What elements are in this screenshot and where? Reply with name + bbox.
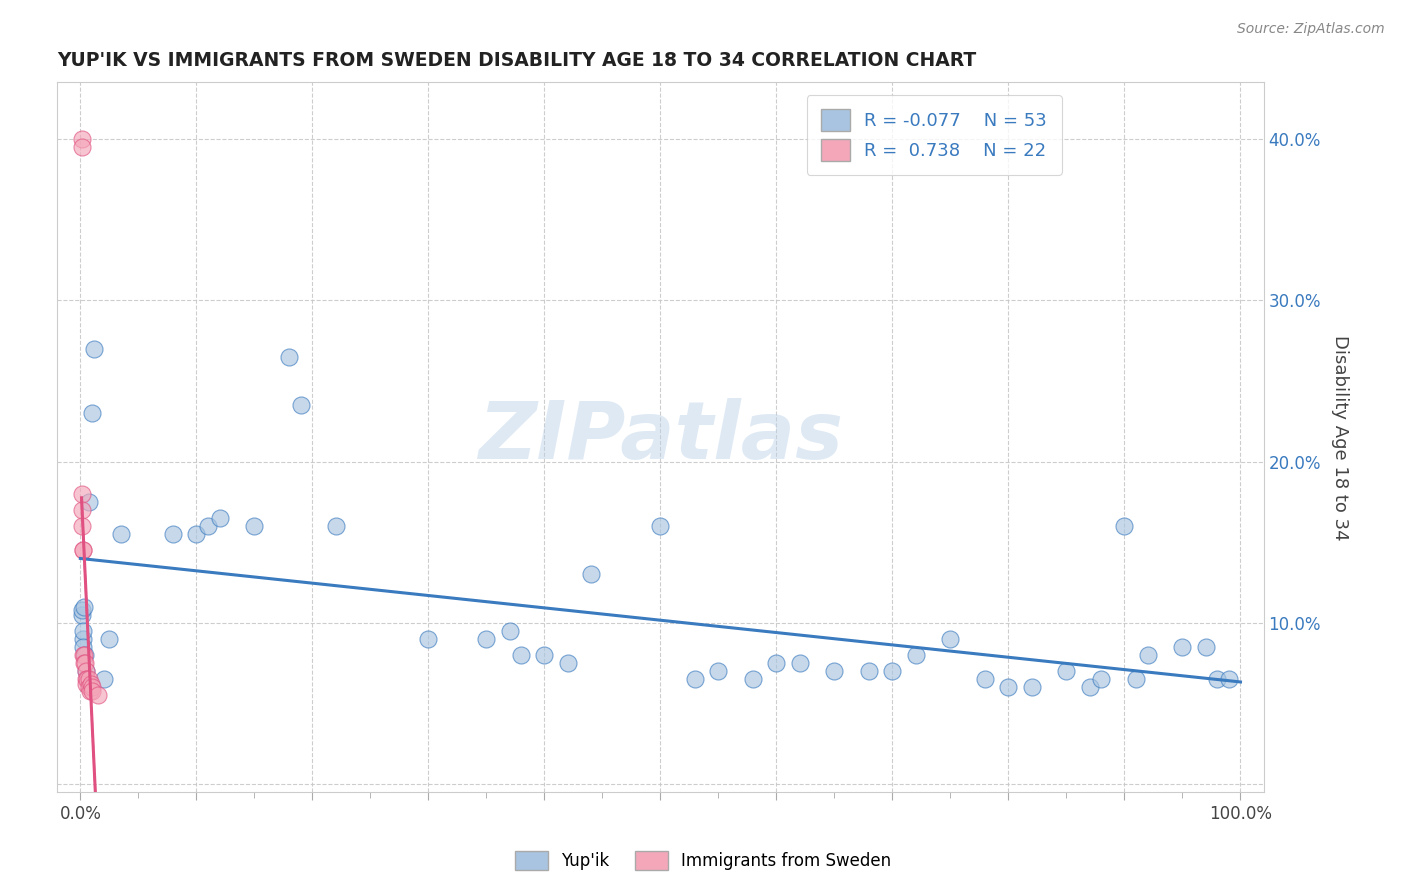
Point xyxy=(72,543,94,558)
Point xyxy=(1195,640,1218,654)
Point xyxy=(208,511,231,525)
Point xyxy=(75,665,97,679)
Point xyxy=(73,657,96,671)
Point xyxy=(498,624,520,638)
Point xyxy=(70,487,93,501)
Point xyxy=(80,683,103,698)
Point xyxy=(98,632,121,646)
Point xyxy=(1090,673,1112,687)
Point xyxy=(243,519,266,533)
Point xyxy=(510,648,533,662)
Point xyxy=(77,681,100,695)
Text: YUP'IK VS IMMIGRANTS FROM SWEDEN DISABILITY AGE 18 TO 34 CORRELATION CHART: YUP'IK VS IMMIGRANTS FROM SWEDEN DISABIL… xyxy=(58,51,976,70)
Legend: R = -0.077    N = 53, R =  0.738    N = 22: R = -0.077 N = 53, R = 0.738 N = 22 xyxy=(807,95,1062,175)
Point xyxy=(75,677,97,691)
Point xyxy=(73,599,96,614)
Point xyxy=(110,527,132,541)
Point xyxy=(76,673,98,687)
Point xyxy=(70,140,93,154)
Point xyxy=(579,567,602,582)
Point xyxy=(1078,681,1101,695)
Point xyxy=(997,681,1019,695)
Point xyxy=(683,673,706,687)
Point xyxy=(77,673,100,687)
Point xyxy=(73,648,96,662)
Point xyxy=(1171,640,1194,654)
Point xyxy=(1021,681,1043,695)
Point xyxy=(823,665,845,679)
Point xyxy=(72,640,94,654)
Point xyxy=(70,132,93,146)
Point xyxy=(707,665,730,679)
Point xyxy=(1056,665,1078,679)
Point xyxy=(858,665,880,679)
Point xyxy=(73,657,96,671)
Point xyxy=(290,398,312,412)
Point xyxy=(162,527,184,541)
Point xyxy=(789,657,811,671)
Point xyxy=(742,673,765,687)
Point xyxy=(325,519,347,533)
Point xyxy=(70,607,93,622)
Point xyxy=(70,503,93,517)
Legend: Yup'ik, Immigrants from Sweden: Yup'ik, Immigrants from Sweden xyxy=(508,844,898,877)
Point xyxy=(1114,519,1136,533)
Point xyxy=(70,519,93,533)
Point xyxy=(186,527,208,541)
Point xyxy=(904,648,927,662)
Point xyxy=(80,677,103,691)
Point xyxy=(418,632,440,646)
Point xyxy=(882,665,904,679)
Point xyxy=(72,624,94,638)
Point xyxy=(77,495,100,509)
Point xyxy=(70,603,93,617)
Point xyxy=(765,657,787,671)
Point xyxy=(87,689,110,703)
Point xyxy=(974,673,997,687)
Point xyxy=(83,342,105,356)
Point xyxy=(75,665,97,679)
Point xyxy=(72,648,94,662)
Point xyxy=(72,632,94,646)
Point xyxy=(1125,673,1147,687)
Point xyxy=(533,648,555,662)
Point xyxy=(93,673,115,687)
Point xyxy=(557,657,579,671)
Point xyxy=(197,519,219,533)
Point xyxy=(79,683,101,698)
Point xyxy=(1218,673,1240,687)
Point xyxy=(73,648,96,662)
Text: Source: ZipAtlas.com: Source: ZipAtlas.com xyxy=(1237,22,1385,37)
Point xyxy=(72,543,94,558)
Point xyxy=(475,632,498,646)
Y-axis label: Disability Age 18 to 34: Disability Age 18 to 34 xyxy=(1331,334,1348,541)
Point xyxy=(80,406,103,420)
Text: ZIPatlas: ZIPatlas xyxy=(478,399,844,476)
Point xyxy=(939,632,962,646)
Point xyxy=(278,350,301,364)
Point xyxy=(1206,673,1229,687)
Point xyxy=(80,681,103,695)
Point xyxy=(1136,648,1159,662)
Point xyxy=(650,519,672,533)
Point xyxy=(75,673,97,687)
